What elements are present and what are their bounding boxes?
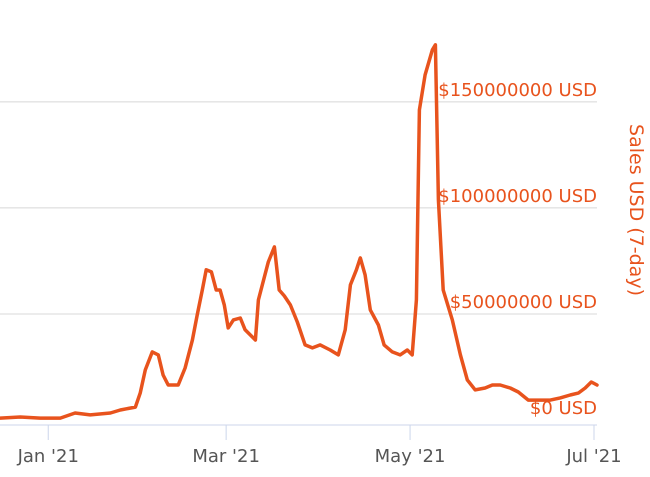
y-axis-title: Sales USD (7-day) [625,124,647,296]
x-tick-label: Jan '21 [17,446,79,467]
x-tick-label: May '21 [375,446,446,467]
y-tick-label: $150000000 USD [438,80,597,101]
y-tick-label: $0 USD [530,398,597,419]
y-tick-label: $100000000 USD [438,186,597,207]
x-tick-label: Jul '21 [565,446,621,467]
line-series [0,43,599,420]
x-tick-label: Mar '21 [192,446,260,467]
y-tick-label: $50000000 USD [450,292,597,313]
